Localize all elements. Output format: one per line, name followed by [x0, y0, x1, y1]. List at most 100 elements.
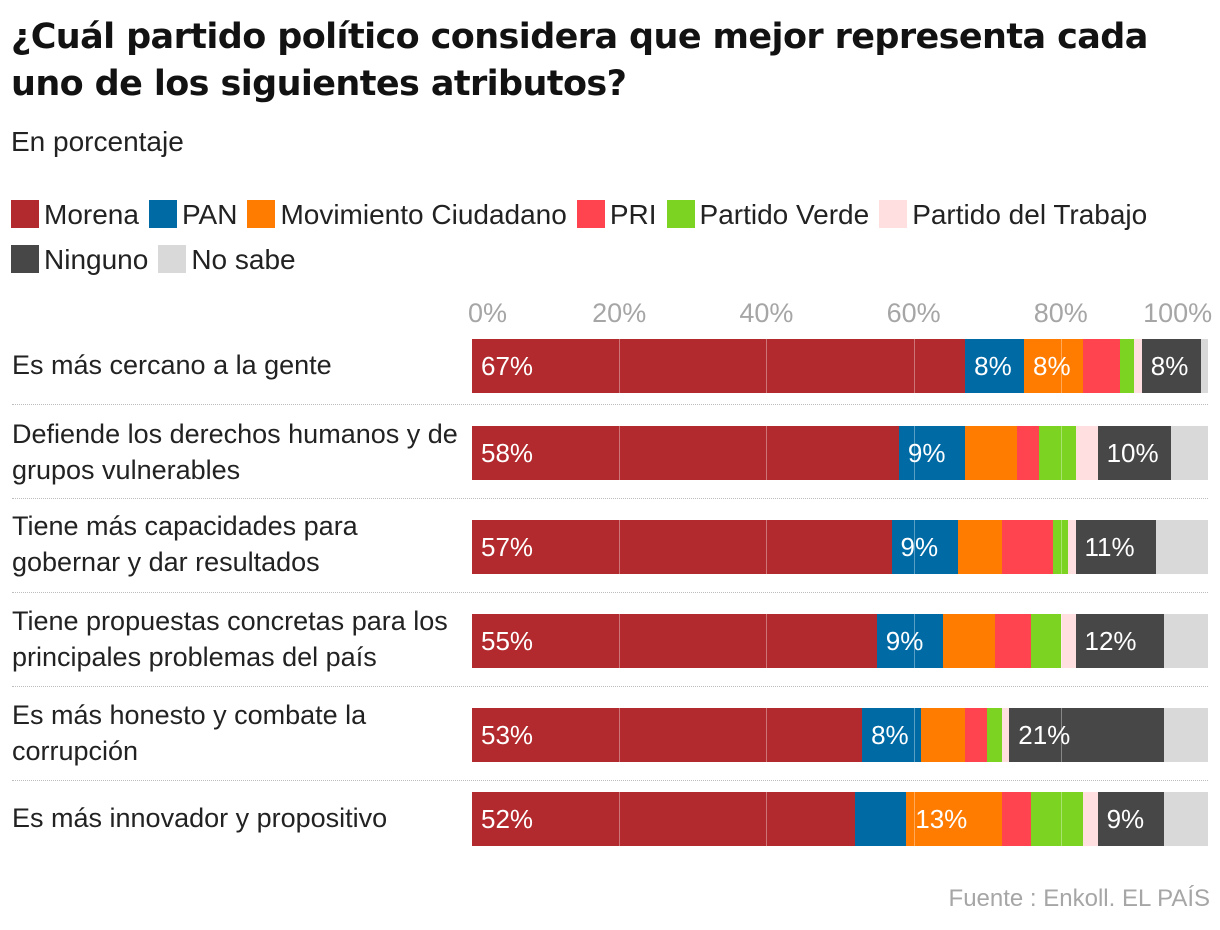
bar-segment-no-sabe — [1171, 426, 1208, 480]
bar-segment-pri — [965, 708, 988, 762]
chart-legend: Morena PAN Movimiento Ciudadano PRI Partido … — [11, 192, 1191, 282]
data-label: 9% — [907, 438, 946, 468]
gridline — [913, 520, 915, 574]
chart-source: Fuente : Enkoll. EL PAÍS — [948, 885, 1210, 912]
bar-segment-ninguno — [1097, 426, 1172, 480]
gridline — [1060, 708, 1062, 762]
data-label: 55% — [481, 626, 534, 656]
gridline — [619, 339, 621, 393]
legend-label: PRI — [609, 199, 657, 230]
data-label: 10% — [1106, 438, 1159, 468]
gridline — [1060, 520, 1062, 574]
x-tick-label: 40% — [739, 298, 794, 328]
x-tick-label: 0% — [468, 298, 508, 328]
bar-segment-no-sabe — [1163, 792, 1208, 846]
bar-segment-movimiento-ciudadano — [1024, 339, 1083, 393]
bar-segment-partido-del-trabajo — [1082, 792, 1098, 846]
bar-segment-pan — [854, 792, 907, 846]
gridline — [766, 792, 768, 846]
row-separator — [12, 686, 1208, 687]
legend-label: Partido del Trabajo — [912, 199, 1148, 230]
category-label: Defiende los derechos humanos y de grupo… — [12, 419, 458, 485]
bar-segment-pri — [994, 614, 1032, 668]
row-separator — [12, 780, 1208, 781]
legend-swatch — [576, 200, 605, 228]
gridline — [766, 708, 768, 762]
x-tick-label: 80% — [1033, 298, 1088, 328]
bar-segment-ninguno — [1075, 614, 1164, 668]
category-label: Tiene propuestas concretas para los prin… — [12, 606, 448, 672]
legend-label: Movimiento Ciudadano — [280, 199, 567, 230]
data-label: 9% — [885, 626, 924, 656]
bar-segment-pri — [1082, 339, 1120, 393]
gridline — [1060, 792, 1062, 846]
legend-item-movimiento-ciudadano: Movimiento Ciudadano — [247, 192, 567, 237]
bar-segment-partido-verde — [1053, 520, 1069, 574]
bar-segment-ninguno — [1141, 339, 1201, 393]
x-tick-label: 60% — [886, 298, 941, 328]
data-label: 67% — [481, 351, 534, 381]
gridline — [619, 520, 621, 574]
bar-segment-pan — [862, 708, 921, 762]
data-label: 8% — [1033, 351, 1071, 381]
legend-item-pri: PRI — [576, 192, 657, 237]
data-label: 53% — [481, 720, 534, 750]
legend-item-partido-verde: Partido Verde — [666, 192, 869, 237]
data-label: 9% — [900, 532, 939, 562]
bar-segment-morena — [472, 614, 877, 668]
bar-segment-no-sabe — [1200, 339, 1208, 393]
legend-label: Morena — [44, 199, 139, 230]
category-label: Es más cercano a la gente — [12, 350, 332, 380]
bar-segment-no-sabe — [1163, 708, 1208, 762]
bar-segment-partido-verde — [1038, 426, 1076, 480]
data-label: 9% — [1106, 804, 1145, 834]
bar-segment-no-sabe — [1156, 520, 1208, 574]
x-tick-label: 100% — [1143, 298, 1213, 328]
gridline — [766, 426, 768, 480]
bar-segment-ninguno — [1097, 792, 1164, 846]
bar-segment-partido-del-trabajo — [1060, 614, 1076, 668]
legend-label: No sabe — [191, 244, 296, 275]
gridline — [766, 339, 768, 393]
bar-segment-ninguno — [1009, 708, 1164, 762]
data-label: 8% — [974, 351, 1012, 381]
x-tick-label: 20% — [592, 298, 647, 328]
bar-segment-morena — [472, 792, 855, 846]
legend-swatch — [666, 200, 695, 228]
gridline — [1060, 614, 1062, 668]
data-label: 11% — [1084, 532, 1135, 562]
bar-segment-pan — [876, 614, 944, 668]
bar-segment-movimiento-ciudadano — [957, 520, 1002, 574]
data-label: 52% — [481, 804, 534, 834]
bar-segment-partido-verde — [1031, 792, 1083, 846]
category-label: Es más honesto y combate la corrupción — [12, 700, 367, 766]
gridline — [913, 614, 915, 668]
row-separator — [12, 592, 1208, 593]
legend-label: Ninguno — [44, 244, 149, 275]
bar-segment-morena — [472, 426, 899, 480]
legend-item-ninguno: Ninguno — [11, 237, 148, 282]
bar-segment-partido-del-trabajo — [1001, 708, 1010, 762]
bar-segment-pan — [898, 426, 966, 480]
legend-swatch — [247, 200, 276, 228]
gridline — [619, 614, 621, 668]
bar-segment-partido-verde — [1031, 614, 1061, 668]
category-label: Tiene más capacidades para gobernar y da… — [12, 511, 358, 577]
chart-subtitle: En porcentaje — [11, 126, 184, 157]
gridline — [619, 792, 621, 846]
bar-segment-partido-del-trabajo — [1068, 520, 1076, 574]
legend-item-morena: Morena — [11, 192, 139, 237]
data-label: 57% — [481, 532, 534, 562]
gridline — [619, 708, 621, 762]
category-label: Es más innovador y propositivo — [12, 803, 388, 833]
legend-swatch — [879, 200, 908, 228]
bar-segment-morena — [472, 520, 892, 574]
data-label: 8% — [1150, 351, 1189, 381]
legend-item-pan: PAN — [148, 192, 237, 237]
data-label: 8% — [871, 720, 909, 750]
bar-segment-pan — [965, 339, 1024, 393]
bar-segment-pri — [1001, 520, 1054, 574]
gridline — [913, 792, 915, 846]
bar-segment-partido-verde — [987, 708, 1002, 762]
row-separator — [12, 498, 1208, 499]
